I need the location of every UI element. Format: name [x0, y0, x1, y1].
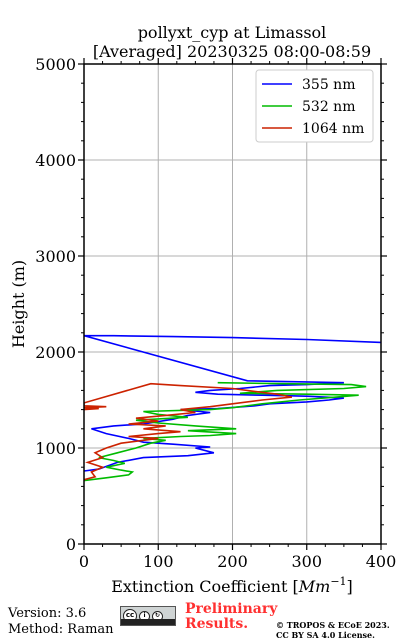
series-layer [84, 334, 381, 482]
copyright-notice: © TROPOS & ECoE 2023. CC BY SA 4.0 Licen… [276, 620, 390, 640]
legend-label: 1064 nm [302, 121, 364, 137]
x-tick-label: 200 [217, 552, 248, 571]
legend-label: 355 nm [302, 77, 355, 93]
copyright-line1: © TROPOS & ECoE 2023. [276, 620, 390, 630]
version-text: Version: 3.6 [8, 606, 87, 621]
footer-info: Version: 3.6 Method: Raman [8, 606, 114, 638]
chart-subtitle: [Averaged] 20230325 08:00-08:59 [93, 42, 371, 61]
preliminary-notice: Preliminary Results. [185, 602, 277, 632]
license-bar [121, 619, 175, 625]
x-tick-label: 400 [366, 552, 397, 571]
x-axis-label-close: ] [347, 577, 353, 596]
y-tick-label: 3000 [35, 247, 76, 266]
x-axis-label: Extinction Coefficient [Mm−1] [111, 575, 353, 596]
series-532nm [84, 381, 367, 482]
legend-label: 532 nm [302, 99, 355, 115]
y-tick-label: 1000 [35, 439, 76, 458]
method-text: Method: Raman [8, 622, 114, 637]
y-tick-label: 0 [66, 535, 76, 554]
y-tick-label: 5000 [35, 55, 76, 74]
cc-by-sa-icon: cc i ↻ [120, 606, 176, 626]
series-355nm [84, 334, 381, 472]
chart-title: pollyxt_cyp at Limassol [138, 23, 327, 42]
copyright-line2: CC BY SA 4.0 License. [276, 630, 375, 640]
y-axis-label: Height (m) [9, 260, 28, 348]
x-tick-label: 100 [143, 552, 174, 571]
y-tick-label: 4000 [35, 151, 76, 170]
x-axis-label-unit: Mm [298, 577, 331, 596]
x-axis-label-main: Extinction Coefficient [ [111, 577, 299, 596]
preliminary-line2: Results. [185, 616, 249, 632]
x-tick-label: 0 [79, 552, 89, 571]
legend-box [255, 69, 374, 143]
extinction-profile-chart: pollyxt_cyp at Limassol [Averaged] 20230… [9, 23, 396, 596]
preliminary-line1: Preliminary [185, 601, 278, 617]
x-tick-label: 300 [291, 552, 322, 571]
series-1064nm [84, 382, 293, 481]
legend: 355 nm 532 nm 1064 nm [255, 69, 374, 143]
y-tick-label: 2000 [35, 343, 76, 362]
x-axis-label-exponent: −1 [330, 575, 346, 588]
